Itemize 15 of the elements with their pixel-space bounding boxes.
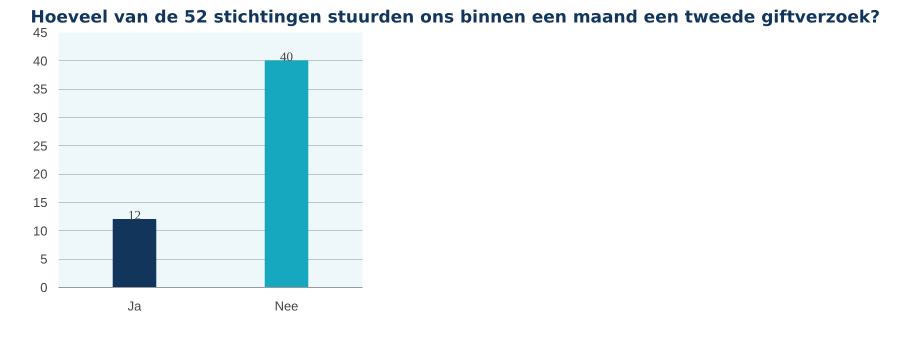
text: Hoeveel van de 52 stichtingen stuurden ons binnen een maand een tweede giftverzoek? [30,8,880,28]
y-tick-label: 40 [33,53,48,68]
data-label: 12 [128,208,141,222]
x-tick-label: Ja [128,298,142,314]
y-tick-label: 45 [33,25,48,40]
y-tick-label: 20 [33,166,48,182]
x-tick-label: Nee [274,298,298,314]
y-tick-label: 10 [33,223,48,238]
y-tick-label: 15 [33,195,48,210]
y-tick-label: 0 [40,280,48,295]
y-tick-label: 30 [33,110,48,125]
y-tick-label: 35 [33,82,48,97]
data-label: 40 [280,48,293,64]
y-tick-label: 5 [40,252,48,267]
y-tick-label: 25 [33,138,48,154]
